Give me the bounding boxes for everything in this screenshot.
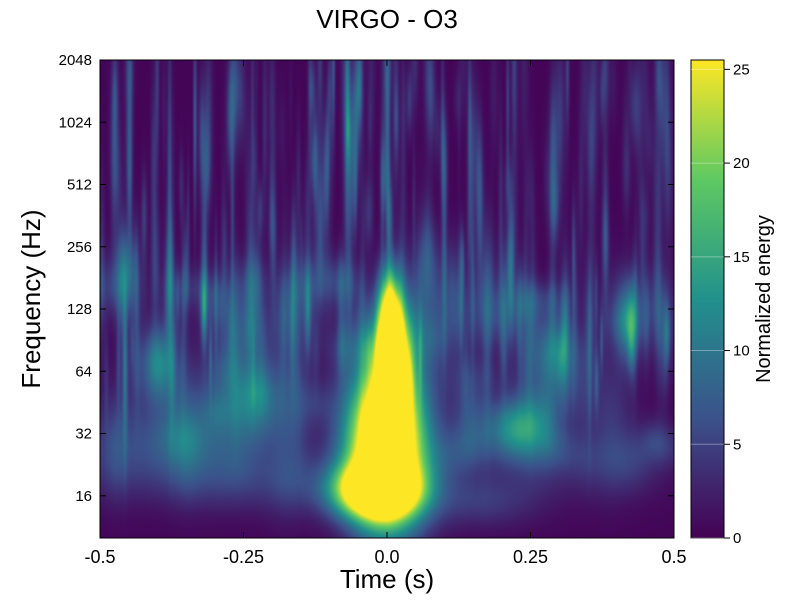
colorbar-tick-label: 10	[733, 343, 750, 360]
y-tick-label: 128	[67, 301, 92, 318]
x-tick-label: 0.5	[661, 547, 686, 567]
y-axis: 16 32 64 128 256 512 1024 2048	[59, 52, 674, 505]
colorbar-tick-label: 25	[733, 61, 750, 78]
colorbar: 0 5 10 15 20 25 Normalized energy	[690, 59, 775, 547]
x-tick-label: 0.25	[513, 547, 548, 567]
y-tick-label: 16	[75, 488, 92, 505]
x-tick-label: 0.0	[374, 547, 399, 567]
y-tick-label: 64	[75, 363, 92, 380]
colorbar-label: Normalized energy	[753, 215, 775, 383]
colorbar-tick-label: 20	[733, 155, 750, 172]
y-tick-label: 1024	[59, 114, 92, 131]
x-axis: -0.5 -0.25 0.0 0.25 0.5	[84, 60, 687, 567]
colorbar-tick-label: 5	[733, 436, 741, 453]
y-axis-label: Frequency (Hz)	[16, 209, 46, 388]
colorbar-gradient	[690, 59, 725, 539]
colorbar-axis: 0 5 10 15 20 25	[691, 61, 750, 547]
colorbar-tick-label: 15	[733, 249, 750, 266]
y-tick-label: 512	[67, 177, 92, 194]
x-axis-label: Time (s)	[340, 564, 434, 594]
colorbar-tick-label: 0	[733, 530, 741, 547]
x-tick-label: -0.5	[84, 547, 115, 567]
x-tick-label: -0.25	[223, 547, 264, 567]
y-tick-label: 2048	[59, 52, 92, 69]
y-tick-label: 32	[75, 426, 92, 443]
chart-title: VIRGO - O3	[316, 4, 458, 34]
y-tick-label: 256	[67, 239, 92, 256]
plot-area	[99, 59, 675, 539]
spectrogram-heatmap	[100, 60, 674, 538]
